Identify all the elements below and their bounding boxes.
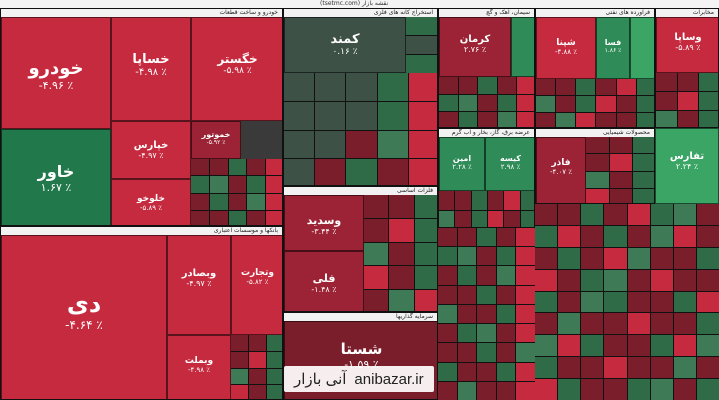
tile-khavar[interactable]: خاور ۱.۶۷ ٪ (1, 129, 111, 225)
watermark-en: anibazar.ir (354, 370, 424, 388)
tile-vbsader[interactable]: وبصادر -۴.۹۷ ٪ (167, 235, 231, 335)
tile-vbmellat[interactable]: وبملت -۴.۹۸ ٪ (167, 335, 231, 399)
tile-kise[interactable]: کیسه ۲.۹۸ ٪ (485, 137, 534, 191)
sector-title-bank: بانکها و موسسات اعتباری (1, 227, 282, 235)
tile-oil-green[interactable] (630, 17, 654, 79)
sector-title-telecom: مخابرات (656, 9, 718, 17)
sector-car: خودرو و ساخت قطعات خودرو -۴.۹۶ ٪ خساپا -… (0, 8, 283, 226)
sector-oil: فراورده های نفتی شپنا -۴.۸۸ ٪ فسا ۱.۸۶ ٪ (535, 8, 655, 128)
site-watermark: آنی بازار anibazar.ir (284, 366, 434, 392)
tile-vtejarat[interactable]: وتجارت -۵.۸۲ ٪ (231, 235, 282, 335)
sector-title-invest: سرمایه گذاریها (284, 313, 437, 321)
chem-small-tiles (586, 137, 654, 203)
oil-small-tiles (536, 79, 654, 127)
sector-title-other: عرضه برق، گاز، بخار و آب گرم (439, 129, 534, 137)
sector-bank: بانکها و موسسات اعتباری دی -۴.۶۴ ٪ وبصاد… (0, 226, 283, 400)
sector-title-car: خودرو و ساخت قطعات (1, 9, 282, 17)
top-bar-text: (tsetmc.com) نقشه بازار (320, 0, 389, 7)
tile-kerman[interactable]: کرمان ۲.۷۶ ٪ (439, 17, 511, 77)
telecom-small-tiles (656, 73, 718, 127)
cement-small-tiles (439, 77, 534, 127)
tile-amin[interactable]: امین ۲.۲۸ ٪ (439, 137, 485, 191)
sector-title-mine: استخراج کانه های فلزی (284, 9, 437, 17)
mine-small-tiles (284, 73, 437, 185)
tile-fali[interactable]: فلی -۱.۴۸ ٪ (284, 251, 364, 311)
tile-fasa[interactable]: فسا ۱.۸۶ ٪ (596, 17, 630, 79)
tile-kamand[interactable]: کمند ۰.۱۶ ٪ (284, 17, 406, 73)
sector-chem: محصولات شیمیایی فاذر -۴.۰۷ ٪ (535, 128, 655, 204)
tile-khgostar[interactable]: خگستر -۵.۹۸ ٪ (191, 17, 282, 121)
tile-vsapa[interactable]: وساپا -۵.۸۹ ٪ (656, 17, 718, 73)
sector-pharma: عرضه برق، گاز، بخار و آب گرم امین ۲.۲۸ ٪… (438, 128, 535, 228)
tile-khpars[interactable]: خپارس -۴.۹۷ ٪ (111, 121, 191, 179)
sector-title-chem: محصولات شیمیایی (536, 129, 654, 137)
watermark-fa: آنی بازار (294, 371, 347, 388)
mid-lower-tiles (438, 228, 535, 400)
metal-small-tiles (364, 195, 437, 311)
right-lower-tiles (535, 204, 719, 400)
tile-khlokhou[interactable]: خلوخو -۵.۸۹ ٪ (111, 179, 191, 225)
tile-khmotor[interactable]: خموتور -۵.۹۲ ٪ (191, 121, 241, 159)
sector-metal: فلزات اساسی وسدید -۳.۴۴ ٪ فلی -۱.۴۸ ٪ (283, 186, 438, 312)
sector-cement: سیمان، آهک و گچ کرمان ۲.۷۶ ٪ (438, 8, 535, 128)
tile-faazar[interactable]: فاذر -۴.۰۷ ٪ (536, 137, 586, 203)
tile-khodro[interactable]: خودرو -۴.۹۶ ٪ (1, 17, 111, 129)
tile-vsadid[interactable]: وسدید -۳.۴۴ ٪ (284, 195, 364, 251)
tile-dey[interactable]: دی -۴.۶۴ ٪ (1, 235, 167, 399)
mine-right-tiles (406, 17, 437, 73)
tile-cement-green[interactable] (511, 17, 534, 77)
sector-title-oil: فراورده های نفتی (536, 9, 654, 17)
bank-small-tiles (231, 335, 282, 399)
pharma-small-tiles (439, 191, 534, 227)
sector-mine: استخراج کانه های فلزی کمند ۰.۱۶ ٪ (283, 8, 438, 186)
car-small-tiles (191, 159, 282, 225)
tile-tefars[interactable]: تفارس ۲.۲۴ ٪ (655, 128, 719, 204)
tile-khsapa[interactable]: خساپا -۴.۹۸ ٪ (111, 17, 191, 121)
sector-title-metal: فلزات اساسی (284, 187, 437, 195)
sector-title-cement: سیمان، آهک و گچ (439, 9, 534, 17)
sector-telecom: مخابرات وساپا -۵.۸۹ ٪ (655, 8, 719, 128)
tile-shepna[interactable]: شپنا -۴.۸۸ ٪ (536, 17, 596, 79)
